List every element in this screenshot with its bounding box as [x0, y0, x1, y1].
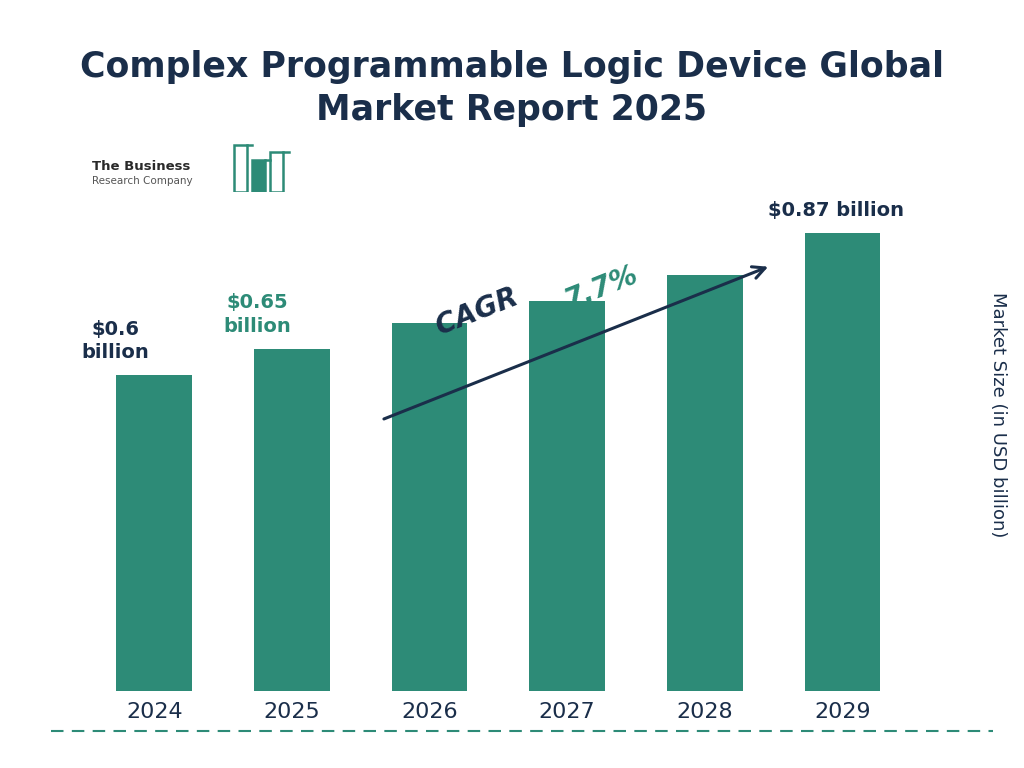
Bar	[667, 275, 742, 691]
Text: $0.65
billion: $0.65 billion	[223, 293, 292, 336]
Bar	[270, 152, 283, 192]
Bar	[117, 376, 193, 691]
Text: $0.87 billion: $0.87 billion	[768, 201, 903, 220]
Text: Complex Programmable Logic Device Global
Market Report 2025: Complex Programmable Logic Device Global…	[80, 50, 944, 127]
Bar	[805, 233, 881, 691]
Bar	[252, 160, 265, 192]
Bar	[234, 144, 247, 192]
Text: 7.7%: 7.7%	[560, 260, 642, 315]
Text: CAGR: CAGR	[432, 283, 522, 340]
Text: Market Size (in USD billion): Market Size (in USD billion)	[989, 292, 1008, 538]
Text: Research Company: Research Company	[92, 177, 193, 187]
Bar	[529, 302, 605, 691]
Bar	[391, 323, 467, 691]
Bar	[254, 349, 330, 691]
Text: $0.6
billion: $0.6 billion	[82, 319, 150, 362]
Text: The Business: The Business	[92, 161, 190, 174]
